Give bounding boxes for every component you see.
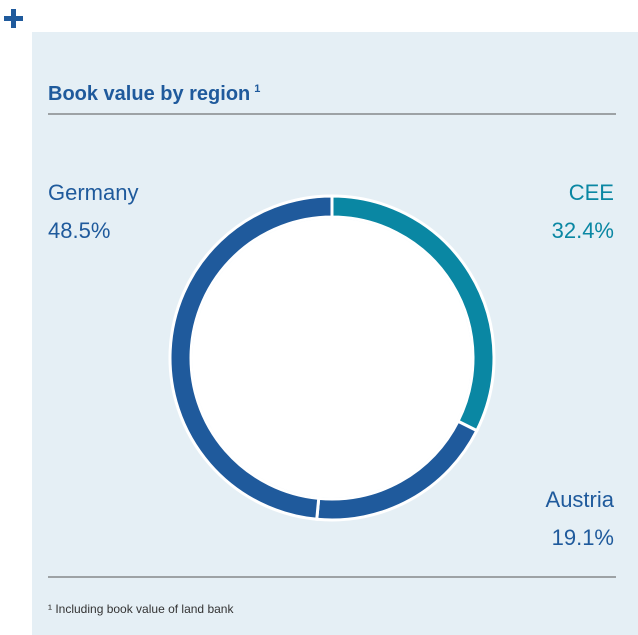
segment-name: Germany <box>48 180 138 205</box>
segment-value-label: 19.1% <box>552 525 614 550</box>
segment-name: CEE <box>569 180 614 205</box>
donut-hole <box>192 218 472 498</box>
title-text: Book value by region <box>48 83 250 105</box>
segment-name: Austria <box>546 487 615 512</box>
chart-title: Book value by region 1 <box>48 83 260 105</box>
title-note: 1 <box>254 83 260 95</box>
segment-value-label: 32.4% <box>552 218 614 243</box>
segment-value-label: 48.5% <box>48 218 110 243</box>
footnote: ¹ Including book value of land bank <box>48 602 234 616</box>
plus-icon <box>4 9 23 28</box>
donut-segment <box>168 194 334 521</box>
